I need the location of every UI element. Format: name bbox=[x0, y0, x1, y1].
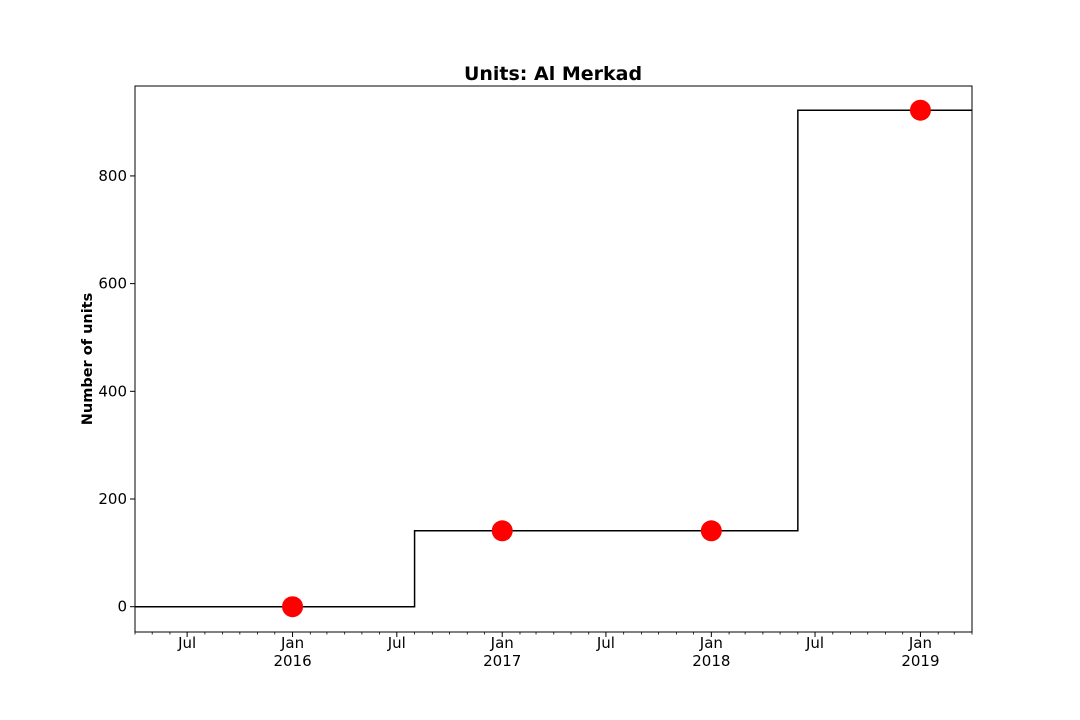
x-tick-label: Jul bbox=[596, 634, 615, 652]
x-tick-label: Jan bbox=[699, 634, 723, 652]
data-point-marker bbox=[282, 596, 304, 618]
x-tick-label: Jan bbox=[280, 634, 304, 652]
y-tick-label: 800 bbox=[98, 167, 127, 185]
step-line bbox=[135, 109, 972, 608]
x-tick-label: Jan bbox=[490, 634, 514, 652]
x-tick-year-label: 2017 bbox=[483, 652, 521, 670]
y-tick-label: 200 bbox=[98, 490, 127, 508]
x-tick-year-label: 2018 bbox=[692, 652, 730, 670]
x-tick-label: Jul bbox=[177, 634, 196, 652]
data-point-marker bbox=[700, 520, 722, 542]
y-axis-label: Number of units bbox=[80, 293, 96, 425]
x-tick-label: Jan bbox=[908, 634, 932, 652]
y-tick-label: 400 bbox=[98, 382, 127, 400]
x-tick-label: Jul bbox=[805, 634, 824, 652]
x-tick-label: Jul bbox=[387, 634, 406, 652]
x-tick-year-label: 2016 bbox=[273, 652, 311, 670]
data-point-marker bbox=[909, 99, 931, 121]
data-point-marker bbox=[491, 520, 513, 542]
y-tick-label: 600 bbox=[98, 275, 127, 293]
axes-frame bbox=[134, 85, 973, 633]
chart-title: Units: Al Merkad bbox=[464, 63, 642, 85]
x-tick-year-label: 2019 bbox=[901, 652, 939, 670]
y-tick-label: 0 bbox=[117, 598, 127, 616]
